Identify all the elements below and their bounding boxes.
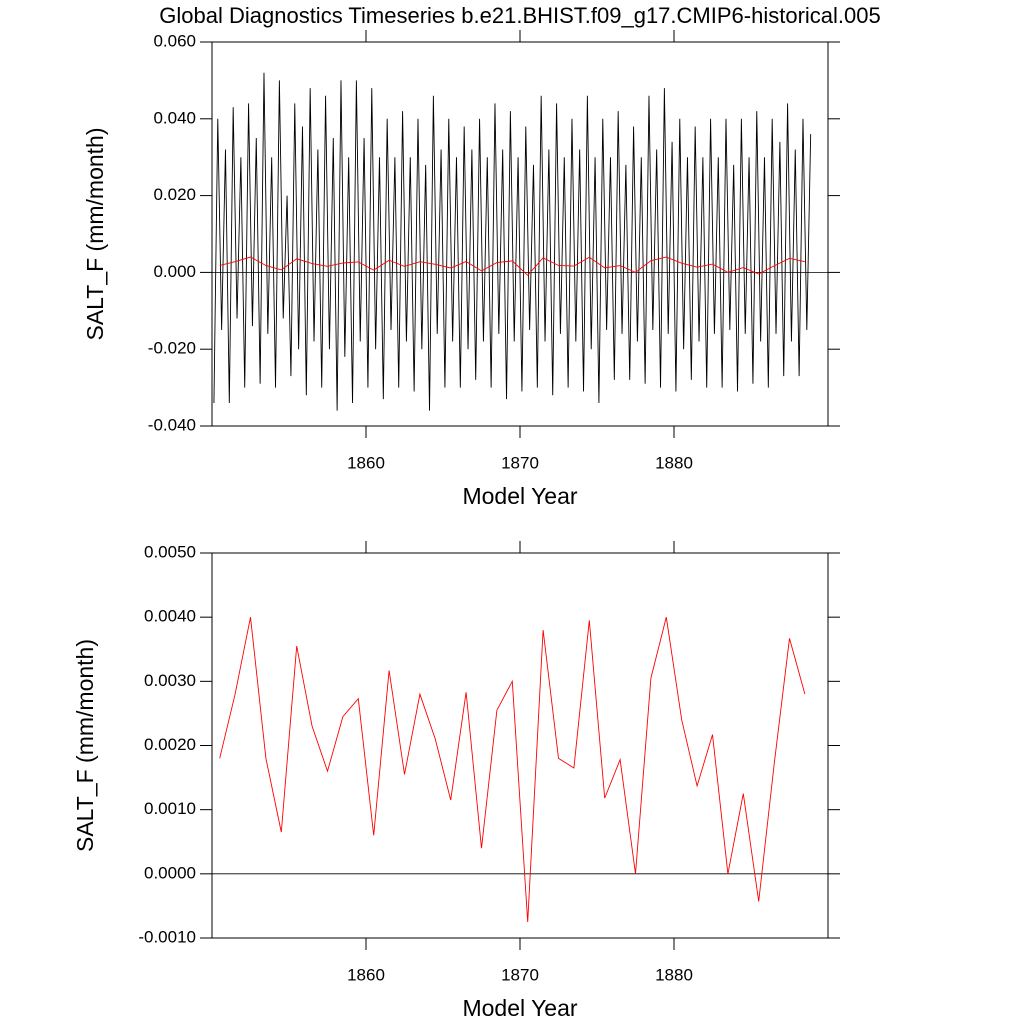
x-tick-label: 1870 bbox=[501, 453, 539, 472]
y-tick-label: 0.040 bbox=[153, 108, 196, 127]
y-tick-label: -0.040 bbox=[148, 415, 196, 434]
x-tick-label: 1870 bbox=[501, 965, 539, 984]
series-line bbox=[219, 617, 806, 922]
x-tick-label: 1860 bbox=[347, 453, 385, 472]
series-line bbox=[213, 72, 812, 411]
y-tick-label: 0.060 bbox=[153, 31, 196, 50]
y-tick-label: 0.0010 bbox=[144, 799, 196, 818]
x-tick-label: 1880 bbox=[655, 453, 693, 472]
y-tick-label: 0.0020 bbox=[144, 735, 196, 754]
y-tick-label: 0.0040 bbox=[144, 607, 196, 626]
y-tick-label: 0.0030 bbox=[144, 671, 196, 690]
x-axis-label: Model Year bbox=[462, 483, 577, 509]
x-axis-label: Model Year bbox=[462, 995, 577, 1021]
y-tick-label: 0.000 bbox=[153, 262, 196, 281]
y-axis-label: SALT_F (mm/month) bbox=[82, 128, 108, 341]
series-line bbox=[219, 256, 805, 276]
x-tick-label: 1880 bbox=[655, 965, 693, 984]
plot-frame bbox=[211, 552, 829, 939]
y-tick-label: 0.0000 bbox=[144, 863, 196, 882]
y-tick-label: 0.0050 bbox=[144, 542, 196, 561]
chart-title: Global Diagnostics Timeseries b.e21.BHIS… bbox=[159, 3, 880, 28]
x-tick-label: 1860 bbox=[347, 965, 385, 984]
y-axis-label: SALT_F (mm/month) bbox=[72, 639, 98, 852]
y-tick-label: -0.020 bbox=[148, 339, 196, 358]
y-tick-label: 0.020 bbox=[153, 185, 196, 204]
y-tick-label: -0.0010 bbox=[138, 927, 196, 946]
